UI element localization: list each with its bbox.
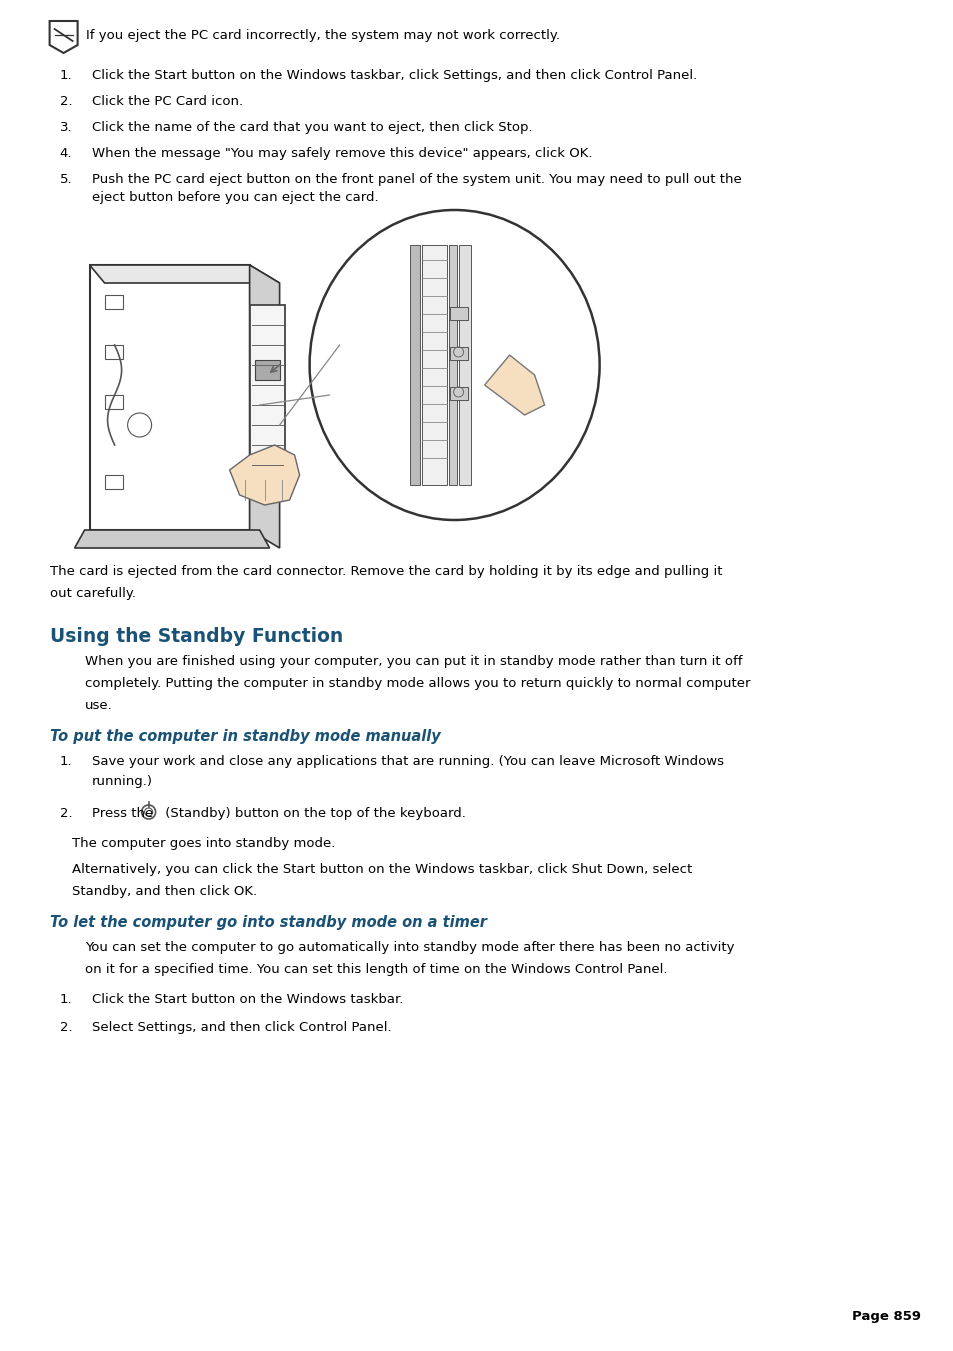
- Bar: [105, 394, 123, 409]
- Bar: [105, 476, 123, 489]
- Text: You can set the computer to go automatically into standby mode after there has b: You can set the computer to go automatic…: [85, 942, 734, 954]
- Text: 1.: 1.: [59, 69, 72, 82]
- Text: The card is ejected from the card connector. Remove the card by holding it by it: The card is ejected from the card connec…: [50, 565, 721, 578]
- Bar: [448, 245, 456, 485]
- Polygon shape: [250, 265, 279, 549]
- Text: (Standby) button on the top of the keyboard.: (Standby) button on the top of the keybo…: [160, 807, 465, 820]
- Text: completely. Putting the computer in standby mode allows you to return quickly to: completely. Putting the computer in stan…: [85, 677, 749, 690]
- Text: 2.: 2.: [59, 807, 72, 820]
- Text: out carefully.: out carefully.: [50, 586, 135, 600]
- Bar: [105, 345, 123, 359]
- Polygon shape: [90, 265, 279, 282]
- Polygon shape: [230, 444, 299, 505]
- Polygon shape: [484, 355, 544, 415]
- Bar: [421, 245, 446, 485]
- Bar: [254, 359, 279, 380]
- Text: Page 859: Page 859: [851, 1310, 920, 1323]
- Text: Click the Start button on the Windows taskbar.: Click the Start button on the Windows ta…: [91, 993, 402, 1006]
- Text: Standby, and then click OK.: Standby, and then click OK.: [71, 885, 256, 898]
- Text: 3.: 3.: [59, 122, 72, 134]
- Text: Select Settings, and then click Control Panel.: Select Settings, and then click Control …: [91, 1021, 391, 1034]
- Bar: [105, 295, 123, 309]
- Bar: [449, 307, 467, 320]
- Text: Push the PC card eject button on the front panel of the system unit. You may nee: Push the PC card eject button on the fro…: [91, 173, 740, 186]
- Text: The computer goes into standby mode.: The computer goes into standby mode.: [71, 838, 335, 850]
- Text: Alternatively, you can click the Start button on the Windows taskbar, click Shut: Alternatively, you can click the Start b…: [71, 863, 691, 875]
- Text: 1.: 1.: [59, 993, 72, 1006]
- Bar: [458, 245, 470, 485]
- Text: running.): running.): [91, 775, 152, 788]
- Text: Click the Start button on the Windows taskbar, click Settings, and then click Co: Click the Start button on the Windows ta…: [91, 69, 696, 82]
- Ellipse shape: [310, 209, 599, 520]
- Text: Click the name of the card that you want to eject, then click Stop.: Click the name of the card that you want…: [91, 122, 532, 134]
- Bar: [65, 235, 604, 544]
- Text: Save your work and close any applications that are running. (You can leave Micro: Save your work and close any application…: [91, 755, 722, 767]
- Bar: [449, 347, 467, 359]
- Text: Using the Standby Function: Using the Standby Function: [50, 627, 342, 646]
- Text: Click the PC Card icon.: Click the PC Card icon.: [91, 95, 242, 108]
- Text: Press the: Press the: [91, 807, 157, 820]
- Bar: [449, 386, 467, 400]
- Text: 1.: 1.: [59, 755, 72, 767]
- Text: eject button before you can eject the card.: eject button before you can eject the ca…: [91, 190, 377, 204]
- Bar: [409, 245, 419, 485]
- Text: 5.: 5.: [59, 173, 72, 186]
- Text: To put the computer in standby mode manually: To put the computer in standby mode manu…: [50, 730, 440, 744]
- Polygon shape: [74, 530, 270, 549]
- Text: on it for a specified time. You can set this length of time on the Windows Contr: on it for a specified time. You can set …: [85, 963, 666, 975]
- Text: use.: use.: [85, 698, 112, 712]
- Text: To let the computer go into standby mode on a timer: To let the computer go into standby mode…: [50, 915, 486, 929]
- Text: 2.: 2.: [59, 95, 72, 108]
- Text: 4.: 4.: [59, 147, 72, 159]
- Text: If you eject the PC card incorrectly, the system may not work correctly.: If you eject the PC card incorrectly, th…: [86, 28, 559, 42]
- Text: 2.: 2.: [59, 1021, 72, 1034]
- Bar: [250, 305, 284, 485]
- Polygon shape: [90, 265, 250, 530]
- Text: When you are finished using your computer, you can put it in standby mode rather: When you are finished using your compute…: [85, 655, 741, 667]
- Text: When the message "You may safely remove this device" appears, click OK.: When the message "You may safely remove …: [91, 147, 592, 159]
